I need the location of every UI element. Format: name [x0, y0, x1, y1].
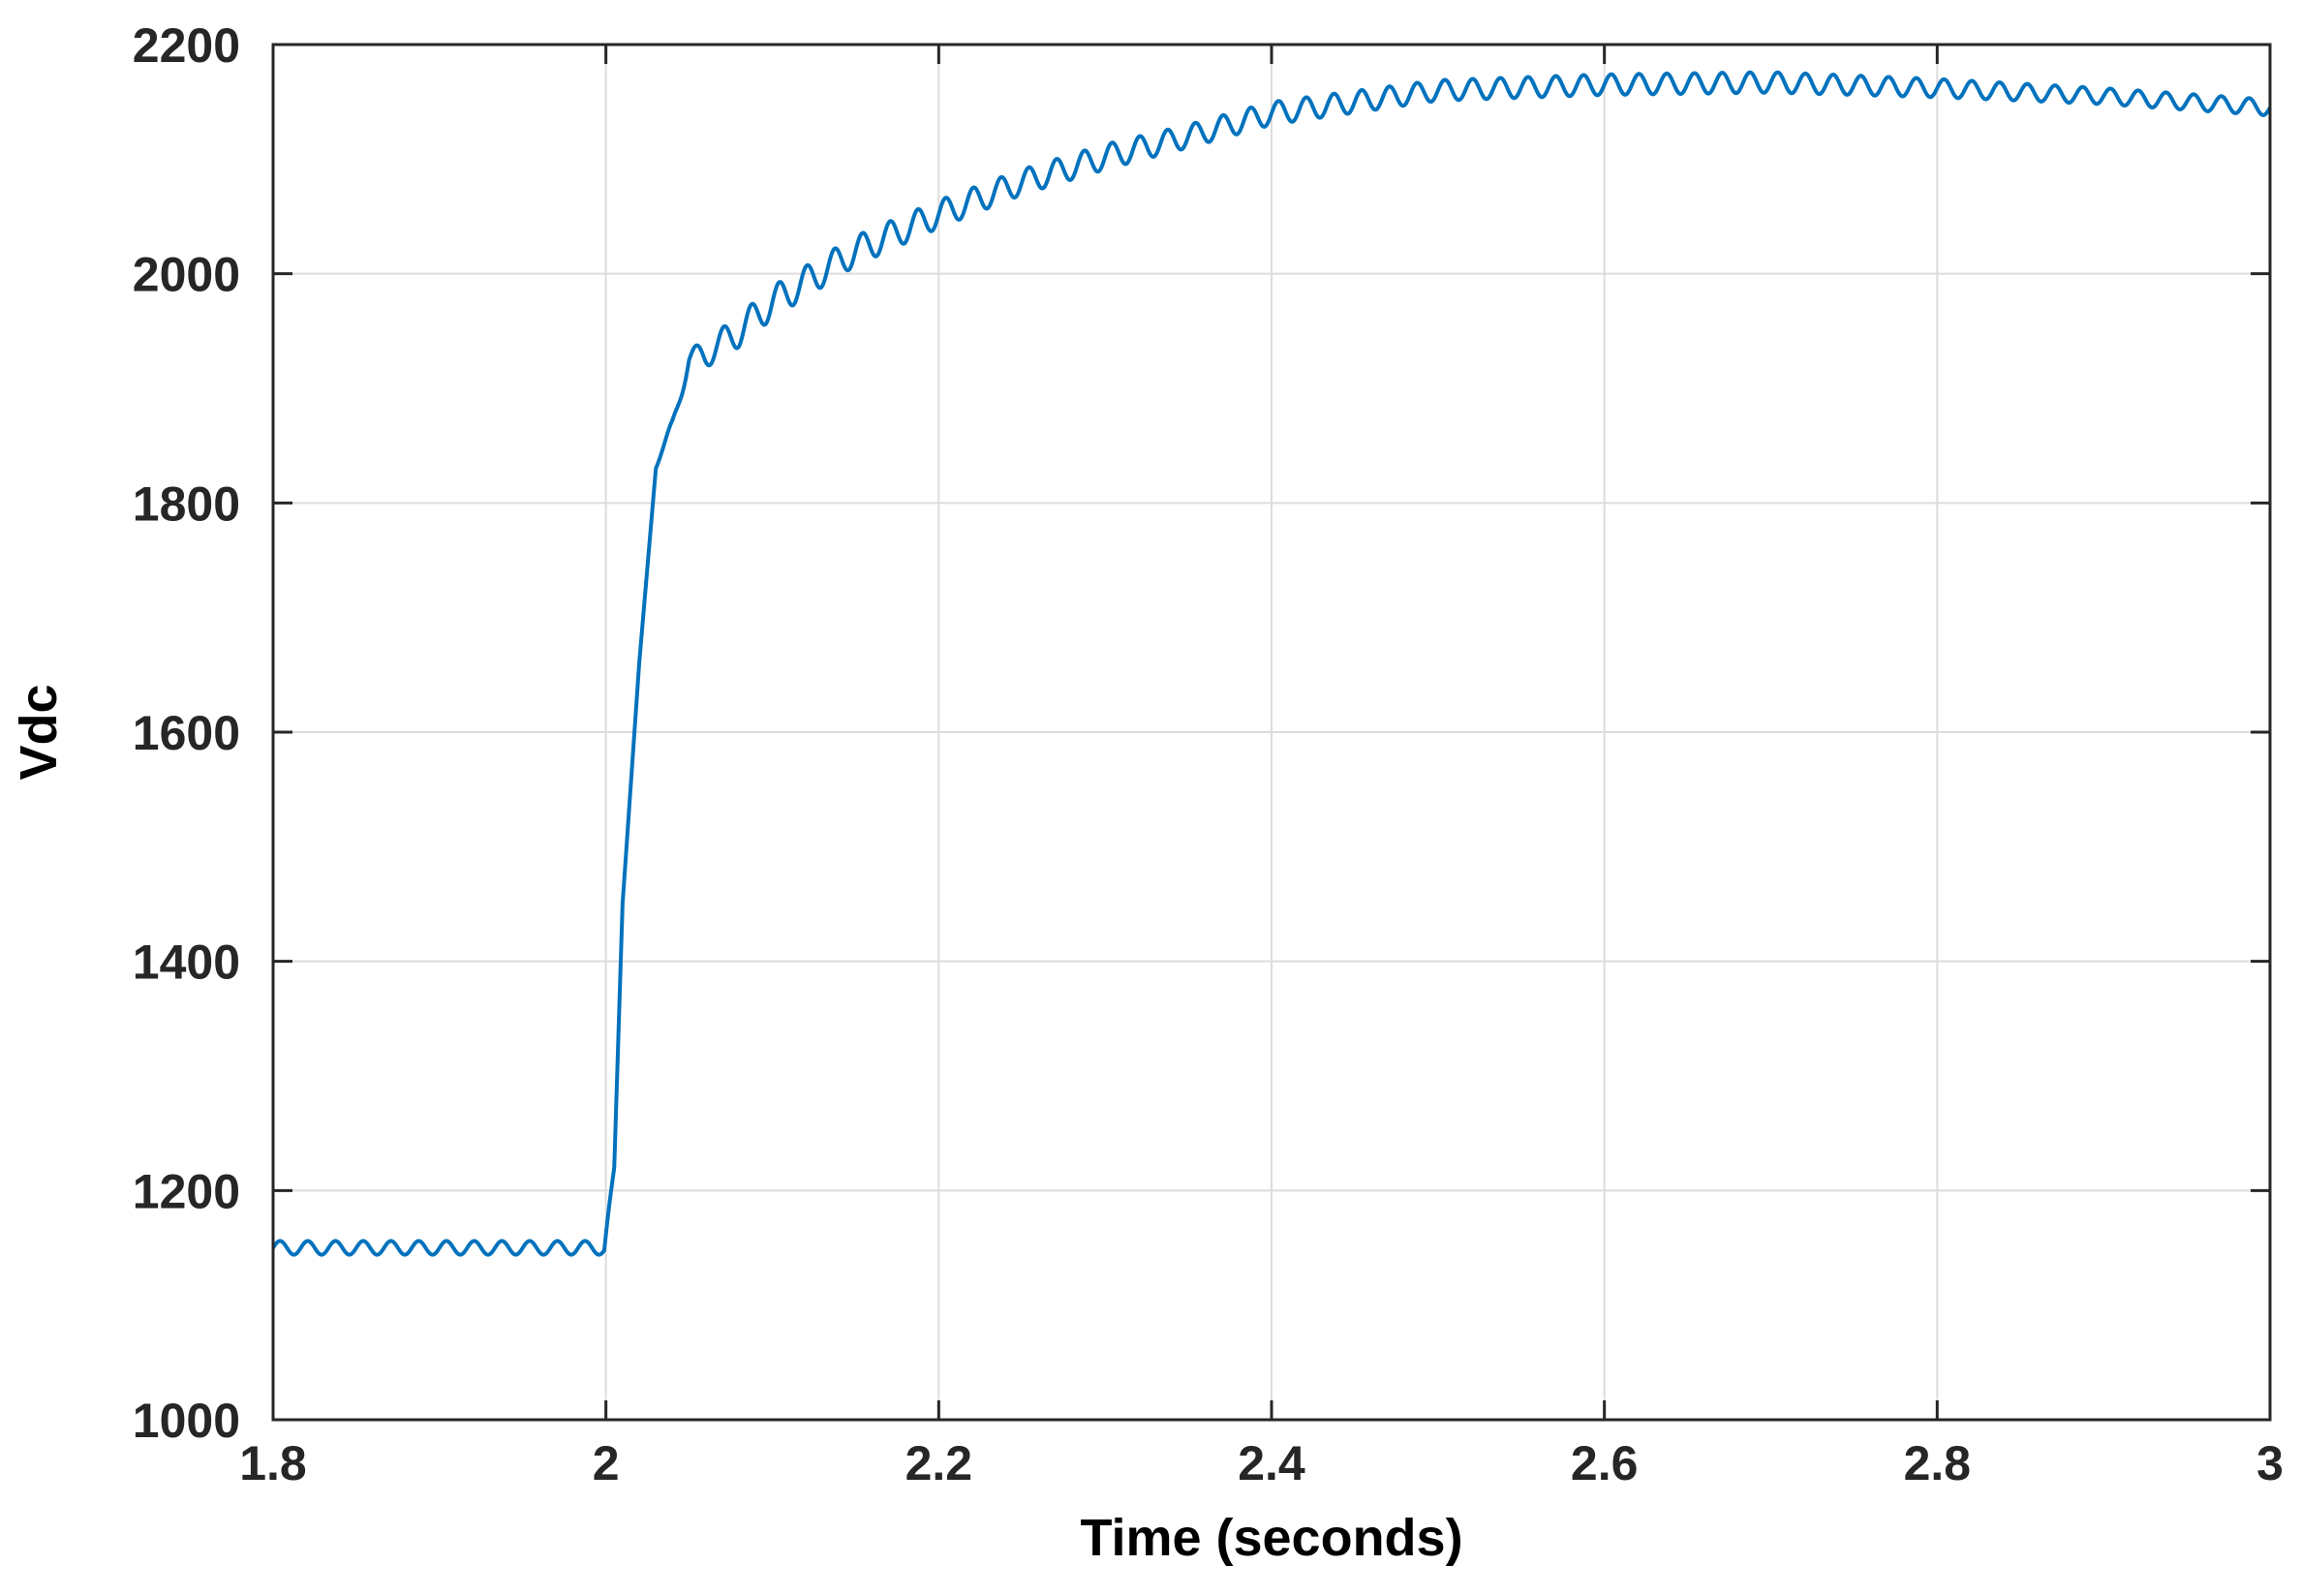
y-tick-label: 1400	[133, 936, 240, 990]
x-tick-label: 3	[2256, 1436, 2284, 1490]
x-tick-label: 2.4	[1238, 1436, 1305, 1490]
y-tick-label: 1200	[133, 1164, 240, 1218]
y-tick-label: 1000	[133, 1394, 240, 1448]
x-tick-label: 2	[593, 1436, 620, 1490]
x-tick-labels: 1.8 2 2.2 2.4 2.6 2.8 3	[239, 1436, 2284, 1490]
x-tick-label: 2.6	[1571, 1436, 1639, 1490]
x-axis-label: Time (seconds)	[1080, 1509, 1462, 1567]
y-tick-labels: 1000 1200 1400 1600 1800 2000 2200	[133, 18, 240, 1448]
y-tick-label: 2200	[133, 18, 240, 73]
y-axis-label: Vdc	[10, 684, 68, 780]
x-tick-label: 1.8	[239, 1436, 307, 1490]
ticks	[271, 43, 2272, 1422]
x-tick-label: 2.2	[905, 1436, 973, 1490]
series-layer	[271, 70, 2272, 1257]
vdc-series-line	[271, 70, 2272, 1257]
y-tick-label: 1800	[133, 476, 240, 531]
y-tick-label: 1600	[133, 706, 240, 760]
y-tick-label: 2000	[133, 248, 240, 302]
x-tick-label: 2.8	[1904, 1436, 1972, 1490]
